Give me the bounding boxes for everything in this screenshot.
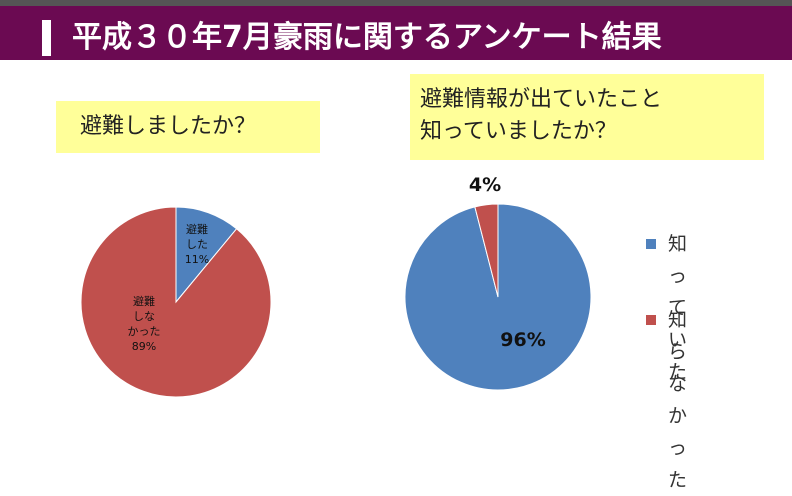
pie2-slice-1: [474, 203, 499, 298]
legend-swatch-knew: [646, 239, 656, 249]
charts-canvas: 避難した 11% 避難しなかった 89% 96% 4%: [80, 174, 592, 398]
page-title: 平成３０年7月豪雨に関するアンケート結果: [72, 20, 662, 55]
question-evacuated: 避難しましたか？: [56, 101, 320, 153]
top-strip: [0, 0, 792, 6]
pie1-slice-1: [80, 206, 272, 398]
title-banner: 平成３０年7月豪雨に関するアンケート結果: [0, 6, 792, 60]
pie1-slice-0: [175, 206, 238, 304]
pie2-value-did-not-know: 4%: [469, 174, 501, 196]
title-accent-bar: [42, 20, 51, 56]
legend-label-knew: 知っていた: [668, 233, 688, 383]
question-knew-evacuation-info: 避難情報が出ていたこと 知っていましたか？: [410, 74, 764, 160]
legend-swatch-did-not-know: [646, 315, 656, 325]
pie2-value-knew: 96%: [500, 329, 545, 351]
legend-label-did-not-know: 知らなかっ た: [668, 309, 688, 491]
pie1-label-not-evacuated: 避難しなかった 89%: [128, 294, 161, 353]
pie1-label-evacuated: 避難した 11%: [185, 222, 209, 266]
